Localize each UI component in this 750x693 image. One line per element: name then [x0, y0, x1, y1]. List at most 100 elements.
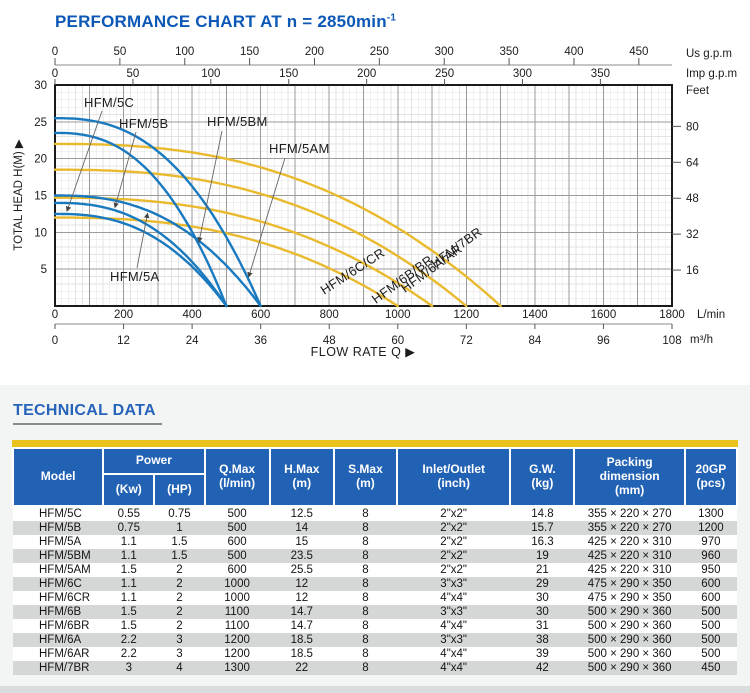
model-cell: HFM/5A [39, 536, 82, 548]
section-divider [0, 686, 750, 693]
value-cell: 0.55 [117, 508, 140, 520]
callout-line-HFM-5BM [197, 130, 223, 243]
value-cell: 500 [701, 606, 721, 618]
head-tick-label: 10 [34, 227, 47, 239]
value-cell: 14 [295, 522, 309, 534]
value-cell: 16.3 [531, 536, 554, 548]
value-cell: 450 [701, 662, 721, 674]
value-cell: 30 [536, 606, 549, 618]
lmin-tick-label: 1000 [385, 309, 411, 321]
value-cell: 2.2 [120, 648, 137, 660]
value-cell: 500 × 290 × 360 [587, 634, 672, 646]
value-cell: 8 [362, 550, 369, 562]
value-cell: 1.1 [120, 536, 137, 548]
value-cell: 500 × 290 × 360 [587, 648, 672, 660]
feet-tick-label: 80 [686, 121, 699, 133]
value-cell: 30 [536, 592, 549, 604]
value-cell: 500 [227, 522, 247, 534]
us-gpm-tick-label: 300 [435, 46, 454, 58]
table-row: HFM/5A 1.1 1.5 600 15 8 2"x2" 16.3 425 × 220 × 3… [13, 535, 737, 549]
value-cell: 8 [362, 522, 369, 534]
value-cell: 1.5 [120, 606, 137, 618]
m3h-tick-label: 108 [662, 335, 681, 347]
value-cell: 1300 [698, 508, 724, 520]
value-cell: 12 [295, 592, 309, 604]
value-cell: 1.5 [120, 564, 137, 576]
value-cell: 3"x3" [440, 578, 468, 590]
table-row: HFM/6BR 1.5 2 1100 14.7 8 4"x4" 31 500 × 290 × 3… [13, 619, 737, 633]
callout-line-HFM-5B [113, 131, 137, 209]
value-cell: 2"x2" [440, 508, 468, 520]
grid-major [55, 85, 672, 306]
value-cell: 1.1 [120, 578, 137, 590]
value-cell: 8 [362, 620, 369, 632]
value-cell: 600 [227, 564, 247, 576]
head-tick-label: 25 [34, 117, 47, 129]
col-hp: (HP) [153, 473, 206, 507]
lmin-tick-label: 1600 [591, 309, 617, 321]
value-cell: 500 × 290 × 360 [587, 662, 672, 674]
us-gpm-tick-label: 250 [370, 46, 389, 58]
value-cell: 475 × 290 × 350 [587, 578, 672, 590]
value-cell: 4 [176, 662, 183, 674]
head-tick-label: 20 [34, 154, 47, 166]
us-gpm-tick-label: 350 [500, 46, 519, 58]
m3h-axis-label: m³/h [690, 334, 713, 346]
model-cell: HFM/5C [39, 508, 82, 520]
value-cell: 15 [295, 536, 309, 548]
us-gpm-tick-label: 450 [629, 46, 648, 58]
value-cell: 8 [362, 606, 369, 618]
value-cell: 3"x3" [440, 606, 468, 618]
col-gw: G.W. (kg) [509, 447, 576, 507]
value-cell: 8 [362, 536, 369, 548]
table-row: HFM/5AM 1.5 2 600 25.5 8 2"x2" 21 425 × 220 × 31… [13, 563, 737, 577]
model-cell: HFM/6C [39, 578, 82, 590]
value-cell: 1000 [224, 592, 250, 604]
value-cell: 39 [536, 648, 549, 660]
value-cell: 1100 [224, 620, 250, 632]
value-cell: 4"x4" [440, 648, 468, 660]
value-cell: 600 [701, 578, 721, 590]
value-cell: 12.5 [290, 508, 313, 520]
technical-data-table: Model Power Q.Max (l/min) H.Max (m) S.Max(… [11, 447, 739, 675]
value-cell: 970 [701, 536, 721, 548]
value-cell: 0.75 [117, 522, 140, 534]
imp-gpm-tick-label: 150 [279, 68, 298, 80]
curve-HFM-5A [53, 194, 262, 308]
value-cell: 1.5 [171, 536, 188, 548]
value-cell: 500 × 290 × 360 [587, 620, 672, 632]
value-cell: 2"x2" [440, 536, 468, 548]
curve-HFM-5AM [53, 116, 262, 308]
model-cell: HFM/5BM [39, 550, 91, 562]
value-cell: 355 × 220 × 270 [587, 508, 672, 520]
callout-line-HFM-5AM [247, 157, 286, 278]
col-packing: Packing dimension (mm) [573, 447, 686, 507]
y-axis-title: TOTAL HEAD H(M) ▶ [13, 139, 25, 251]
value-cell: 14.8 [531, 508, 554, 520]
value-cell: 4"x4" [440, 620, 468, 632]
value-cell: 19 [536, 550, 549, 562]
value-cell: 2.2 [120, 634, 137, 646]
imp-gpm-tick-label: 300 [513, 68, 532, 80]
value-cell: 2"x2" [440, 564, 468, 576]
table-row: HFM/6B 1.5 2 1100 14.7 8 3"x3" 30 500 × 290 × 36… [13, 605, 737, 619]
col-hmax: H.Max (m) [268, 447, 335, 507]
head-tick-label: 5 [41, 264, 47, 276]
value-cell: 1.1 [120, 550, 137, 562]
value-cell: 23.5 [290, 550, 313, 562]
us-gpm-tick-label: 150 [240, 46, 259, 58]
value-cell: 425 × 220 × 310 [587, 550, 672, 562]
value-cell: 2 [176, 564, 183, 576]
lmin-tick-label: 400 [183, 309, 202, 321]
imp-gpm-tick-label: 350 [591, 68, 610, 80]
table-body: HFM/5C 0.55 0.75 500 12.5 8 2"x2" 14.8 355 × 220… [13, 506, 737, 675]
feet-tick-label: 16 [686, 265, 699, 277]
value-cell: 8 [362, 662, 369, 674]
chart-title-text: PERFORMANCE CHART AT n = 2850min [55, 12, 387, 31]
model-cell: HFM/6CR [39, 592, 91, 604]
value-cell: 12 [295, 578, 309, 590]
m3h-tick-label: 12 [117, 335, 130, 347]
value-cell: 22 [295, 662, 309, 674]
us-gpm-tick-label: 200 [305, 46, 324, 58]
value-cell: 14.7 [290, 606, 313, 618]
